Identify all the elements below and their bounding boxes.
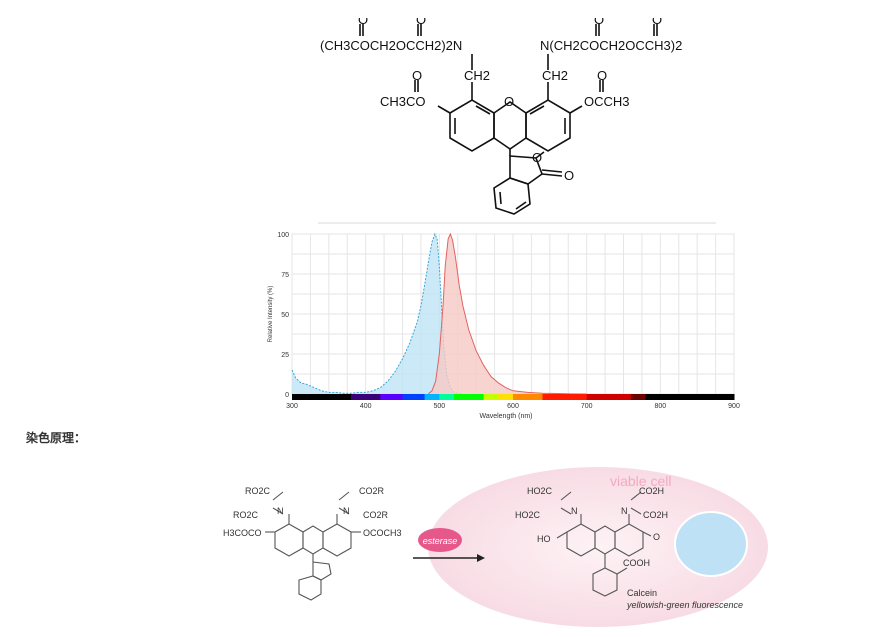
- y-tick-label: 0: [285, 392, 289, 399]
- carbonyl-o-5: O: [412, 68, 422, 83]
- right-ho2c-top: HO2C: [527, 486, 553, 496]
- right-molecule-bonds: [556, 491, 652, 597]
- right-n2: N: [621, 506, 628, 516]
- left-ococh3: OCOCH3: [363, 528, 402, 538]
- right-co2h: CO2H: [639, 486, 664, 496]
- right-ch2: CH2: [542, 68, 568, 83]
- right-amine-group: N(CH2COCH2OCCH3)2: [540, 38, 682, 53]
- right-ho: HO: [537, 534, 551, 544]
- lactone-oxygen: O: [532, 150, 542, 165]
- carbonyl-o-4: O: [652, 18, 662, 27]
- right-n: N: [571, 506, 578, 516]
- x-tick-label: 800: [654, 403, 666, 410]
- right-o: O: [653, 532, 660, 542]
- emission-area: [428, 234, 587, 394]
- color-bar-segment: [513, 394, 543, 400]
- xanthene-oxygen: O: [504, 94, 514, 109]
- cell-nucleus: [674, 511, 748, 577]
- xanthene-center-ring: [493, 101, 527, 150]
- carbonyl-o-1: O: [358, 18, 368, 27]
- y-tick-label: 100: [277, 232, 289, 239]
- viable-cell-label: viable cell: [610, 473, 671, 489]
- left-co2r2: CO2R: [363, 510, 389, 520]
- left-molecule-bonds: [265, 491, 361, 601]
- left-ro2c-top: RO2C: [245, 486, 271, 496]
- x-tick-label: 300: [286, 403, 298, 410]
- left-acetoxy: CH3CO: [380, 94, 426, 109]
- y-tick-label: 75: [281, 272, 289, 279]
- color-bar-segment: [498, 394, 514, 400]
- color-bar-segment: [424, 394, 440, 400]
- left-n: N: [277, 506, 284, 516]
- color-bar-segment: [454, 394, 485, 400]
- excitation-area: [292, 234, 462, 394]
- x-tick-label: 900: [728, 403, 740, 410]
- y-ticks: 100 75 50 25 0: [277, 232, 289, 399]
- x-ticks: 300 400 500 600 700 800 900: [286, 403, 740, 410]
- x-tick-label: 500: [433, 403, 445, 410]
- principle-diagram: viable cell esterase RO2C RO2C N CO2R N …: [223, 467, 768, 627]
- left-n2: N: [343, 506, 350, 516]
- color-bar-segment: [483, 394, 499, 400]
- right-cooh: COOH: [623, 558, 650, 568]
- color-bar-segment: [350, 394, 381, 400]
- carbonyl-o-6: O: [597, 68, 607, 83]
- x-axis-label: Wavelength (nm): [479, 413, 532, 420]
- series-layer: [291, 232, 587, 395]
- emission-line: [427, 232, 587, 395]
- color-bar-segment: [343, 394, 352, 400]
- wavelength-color-bar: [292, 394, 735, 400]
- product-description: yellowish-green fluorescence: [626, 600, 743, 610]
- calcein-am-structure: O O O O (CH3COCH2OCCH2)2N N(CH2COCH2OCCH…: [320, 18, 682, 215]
- right-aryl-ring: [525, 99, 571, 152]
- right-co2h2: CO2H: [643, 510, 668, 520]
- x-tick-label: 400: [360, 403, 372, 410]
- x-tick-label: 600: [507, 403, 519, 410]
- right-ho2c-mid: HO2C: [515, 510, 541, 520]
- left-co2r: CO2R: [359, 486, 385, 496]
- x-tick-label: 700: [581, 403, 593, 410]
- left-ch2: CH2: [464, 68, 490, 83]
- color-bar-segment: [292, 394, 345, 400]
- product-name: Calcein: [627, 588, 657, 598]
- color-bar-segment: [402, 394, 426, 400]
- y-axis-label: Relative Intensity (%): [268, 286, 274, 343]
- left-aryl-ring: [449, 99, 495, 152]
- color-bar-segment: [586, 394, 632, 400]
- y-tick-label: 25: [281, 352, 289, 359]
- color-bar-segment: [645, 394, 735, 400]
- divider: [318, 222, 716, 224]
- esterase-enzyme: [418, 528, 462, 552]
- right-acetoxy: OCCH3: [584, 94, 630, 109]
- section-heading: 染色原理：: [26, 431, 87, 445]
- color-bar-segment: [380, 394, 403, 400]
- left-ro2c-mid: RO2C: [233, 510, 259, 520]
- color-bar-segment: [630, 394, 647, 400]
- y-tick-label: 50: [281, 312, 289, 319]
- color-bar-segment: [542, 394, 588, 400]
- lactone-carbonyl-o: O: [564, 168, 574, 183]
- excitation-line: [291, 232, 462, 395]
- carbonyl-o-3: O: [594, 18, 604, 27]
- left-h3coco: H3COCO: [223, 528, 262, 538]
- left-amine-group: (CH3COCH2OCCH2)2N: [320, 38, 462, 53]
- reaction-arrowhead: [477, 554, 485, 562]
- color-bar-segment: [439, 394, 455, 400]
- viable-cell: [428, 467, 768, 627]
- esterase-label: esterase: [423, 536, 458, 546]
- carbonyl-o-2: O: [416, 18, 426, 27]
- spectrum-chart: 100 75 50 25 0 300 400 500 600 700 800 900 Wavelen…: [268, 232, 740, 420]
